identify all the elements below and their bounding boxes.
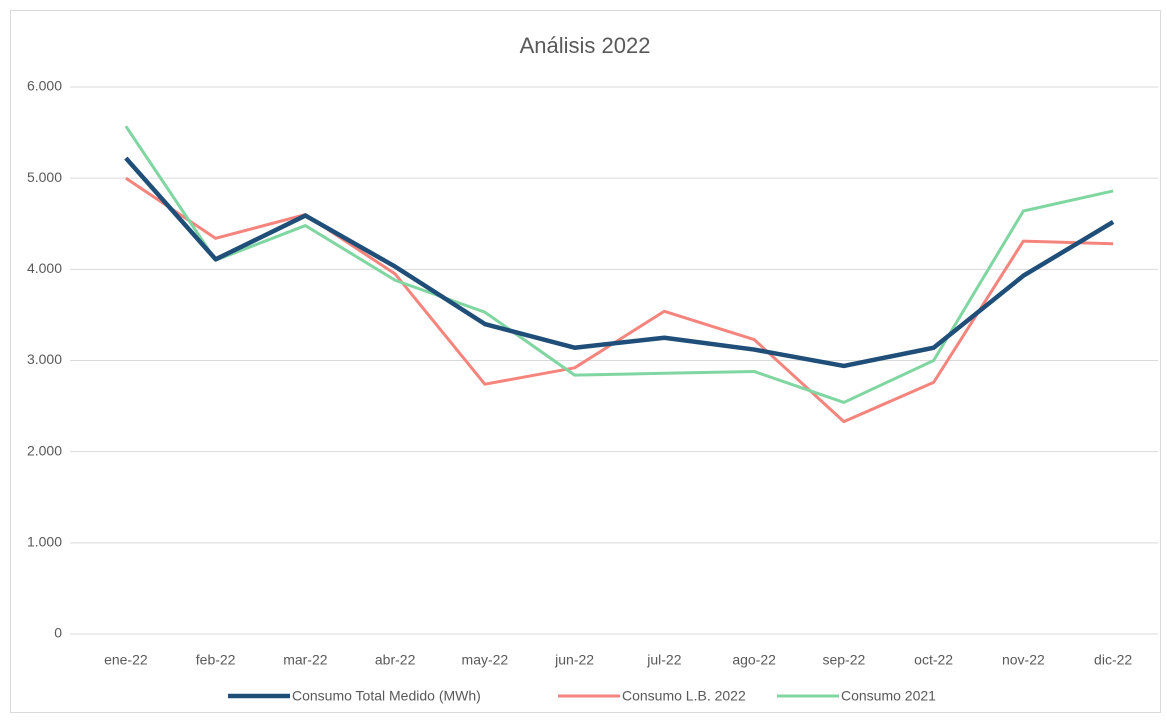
x-tick-label: may-22 bbox=[462, 652, 509, 668]
x-tick-label: dic-22 bbox=[1094, 652, 1132, 668]
x-tick-label: jul-22 bbox=[646, 652, 681, 668]
x-tick-label: sep-22 bbox=[822, 652, 865, 668]
y-tick-label: 5.000 bbox=[27, 169, 62, 185]
chart-title: Análisis 2022 bbox=[520, 33, 651, 58]
legend-label: Consumo Total Medido (MWh) bbox=[292, 688, 481, 704]
y-tick-label: 2.000 bbox=[27, 442, 62, 458]
y-tick-label: 3.000 bbox=[27, 351, 62, 367]
series-line bbox=[125, 176, 1114, 424]
y-tick-label: 4.000 bbox=[27, 260, 62, 276]
x-tick-label: feb-22 bbox=[196, 652, 236, 668]
y-tick-label: 1.000 bbox=[27, 534, 62, 550]
x-tick-label: jun-22 bbox=[554, 652, 594, 668]
x-tick-label: oct-22 bbox=[914, 652, 953, 668]
x-tick-label: ene-22 bbox=[104, 652, 148, 668]
legend-label: Consumo 2021 bbox=[841, 688, 936, 704]
legend-label: Consumo L.B. 2022 bbox=[622, 688, 746, 704]
x-tick-label: mar-22 bbox=[283, 652, 328, 668]
series-line bbox=[124, 156, 1115, 369]
y-tick-label: 6.000 bbox=[27, 78, 62, 94]
x-tick-label: nov-22 bbox=[1002, 652, 1045, 668]
x-tick-label: ago-22 bbox=[732, 652, 776, 668]
y-tick-label: 0 bbox=[54, 625, 62, 641]
x-tick-label: abr-22 bbox=[375, 652, 416, 668]
